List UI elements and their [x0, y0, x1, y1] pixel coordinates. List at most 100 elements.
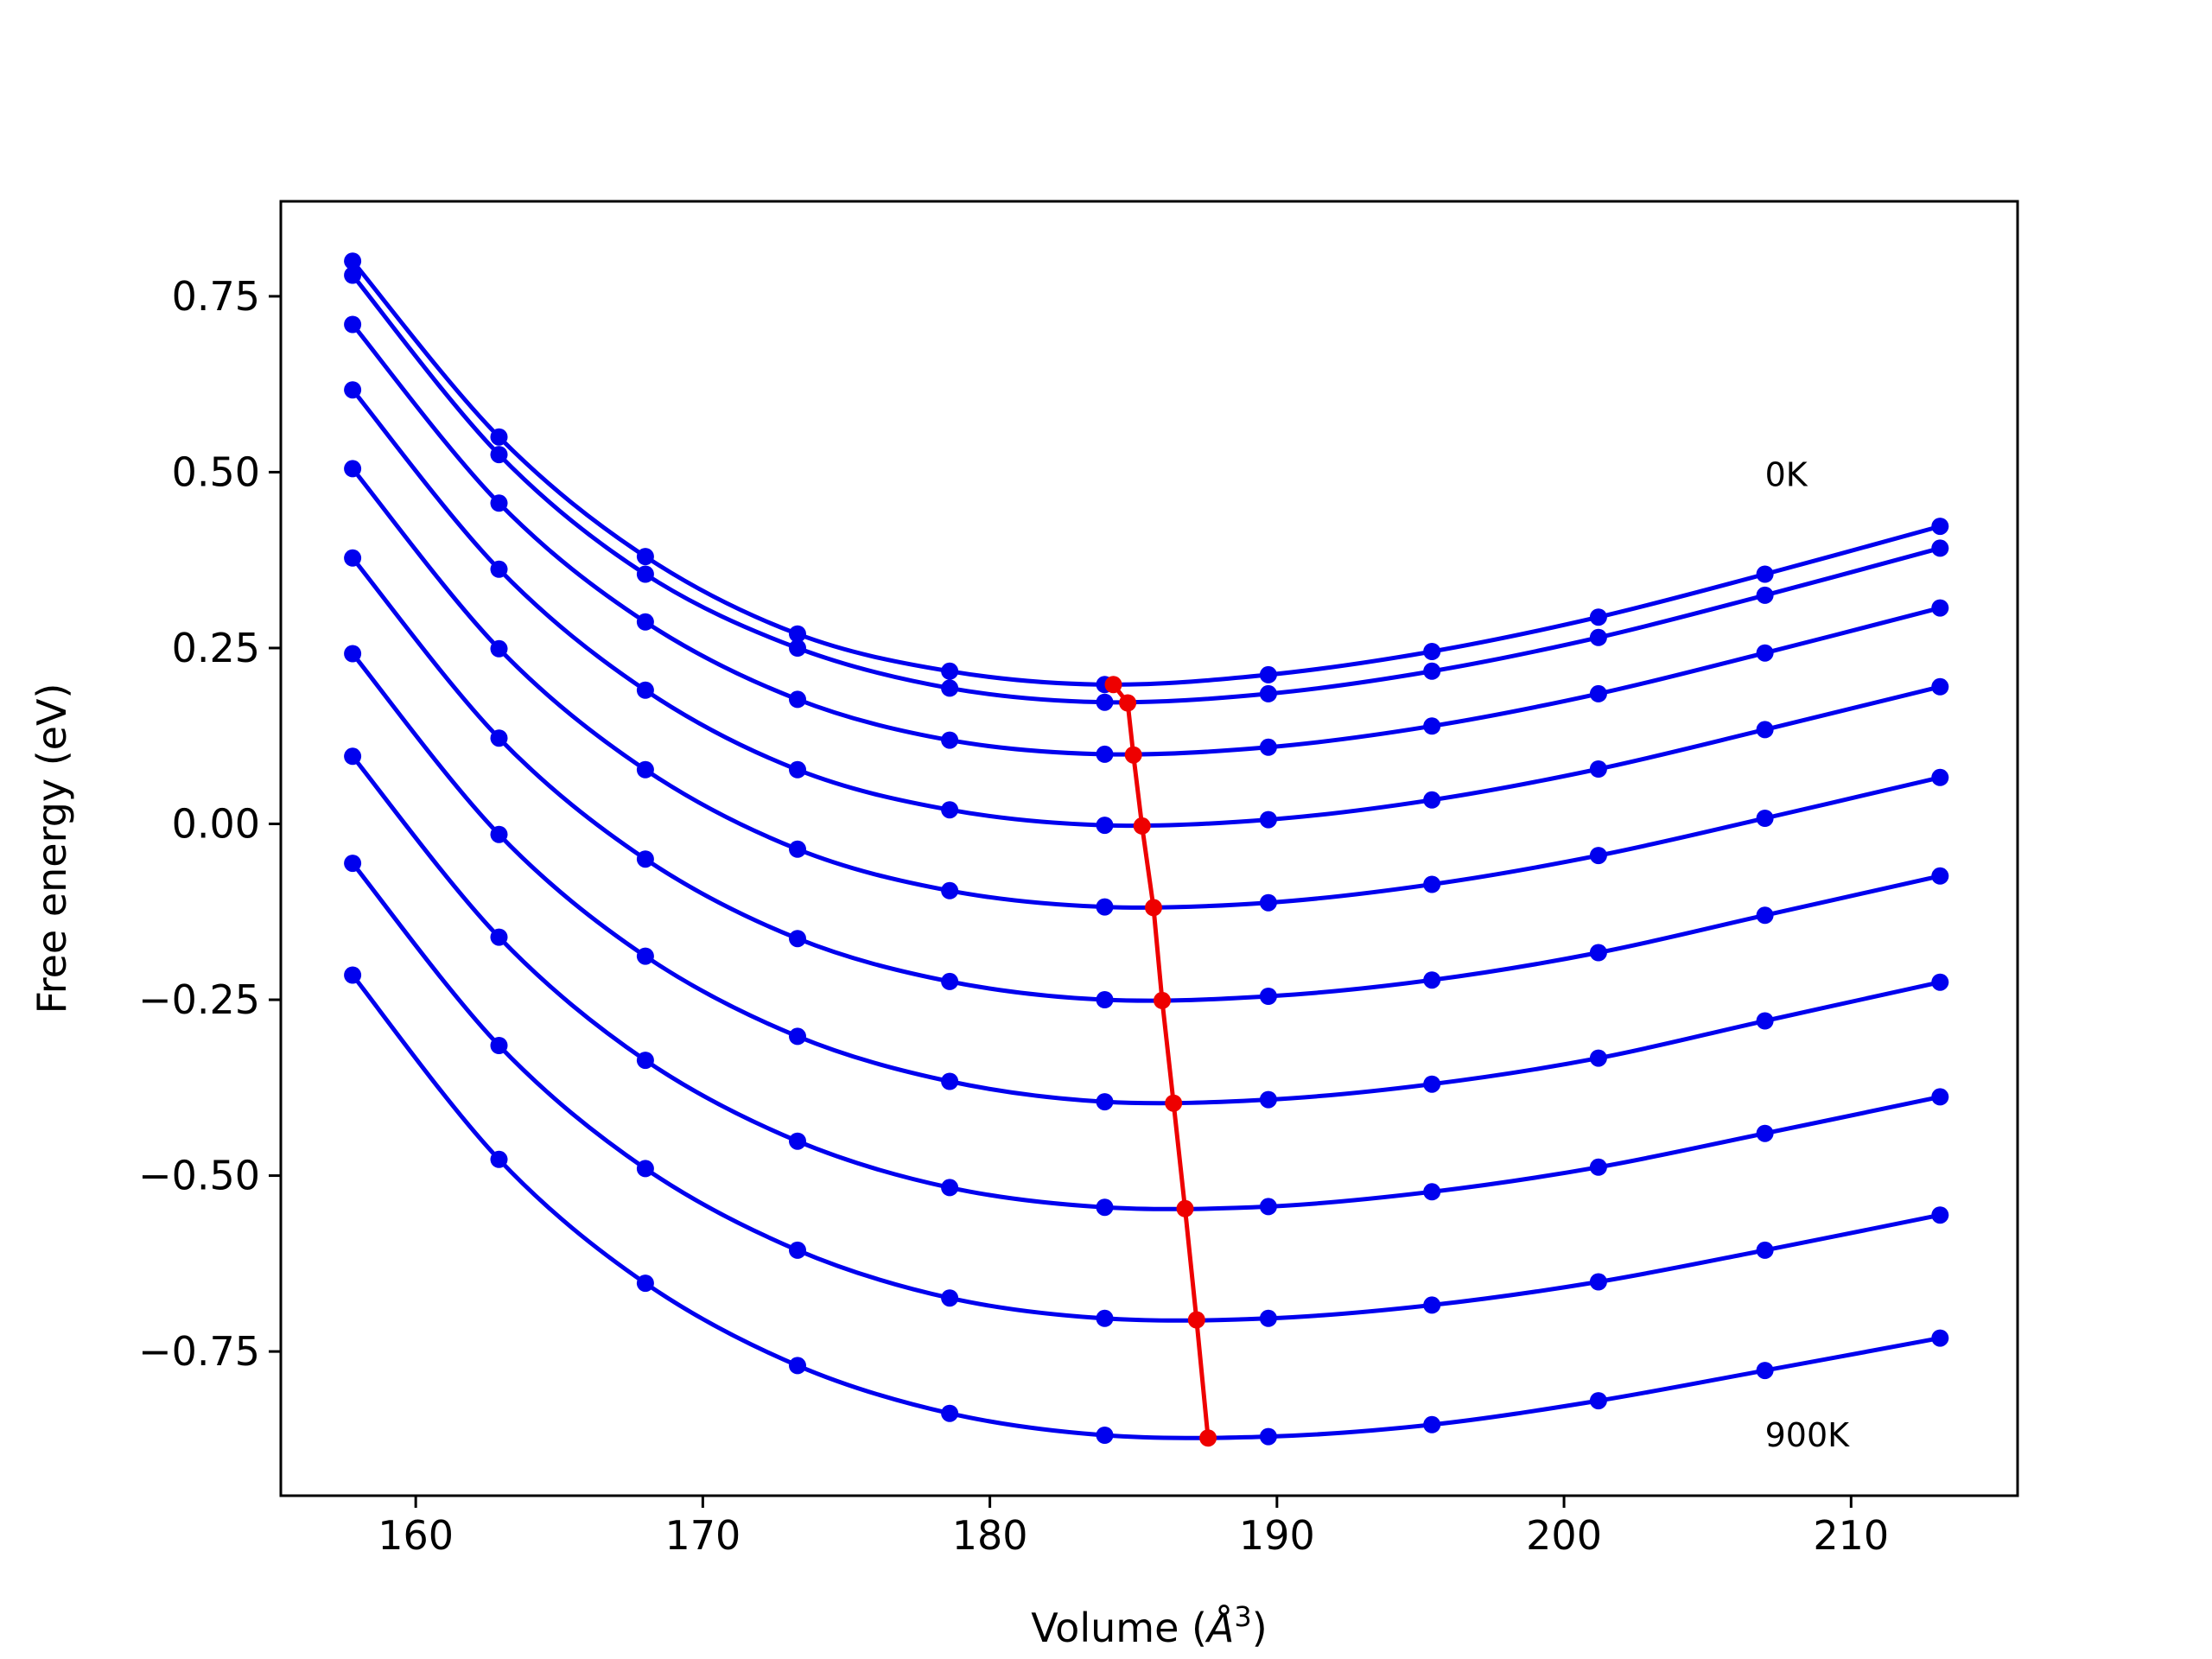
series-0-point-1	[490, 428, 508, 446]
series-5-point-7	[1423, 971, 1441, 989]
series-6-point-9	[1756, 1012, 1774, 1030]
series-6-point-6	[1259, 1090, 1277, 1109]
series-5-point-3	[789, 930, 806, 948]
series-3-point-10	[1931, 677, 1949, 696]
series-4-point-1	[490, 639, 508, 658]
series-6-point-7	[1423, 1075, 1441, 1093]
series-1-point-2	[636, 565, 654, 583]
y-tick-label-3: 0.00	[172, 801, 260, 848]
minimum-point-8	[1187, 1311, 1205, 1329]
series-2-point-4	[941, 731, 959, 749]
series-2-point-2	[636, 613, 654, 631]
series-1-point-5	[1096, 693, 1114, 711]
series-8-point-7	[1423, 1296, 1441, 1314]
series-0-point-8	[1589, 608, 1607, 626]
series-3-point-4	[941, 801, 959, 819]
series-6-point-5	[1096, 1093, 1114, 1111]
series-9-point-3	[789, 1357, 806, 1375]
plot-area: 0K 900K	[344, 252, 1949, 1454]
series-6-point-0	[344, 645, 362, 663]
series-4-point-4	[941, 881, 959, 899]
minimum-point-0	[1104, 676, 1122, 694]
series-6-point-2	[636, 947, 654, 965]
series-5-point-2	[636, 850, 654, 868]
y-tick-label-6: −0.75	[138, 1328, 260, 1375]
series-2-point-3	[789, 690, 806, 709]
series-2-point-0	[344, 315, 362, 334]
series-3-point-2	[636, 681, 654, 699]
series-0-point-0	[344, 252, 362, 270]
series-6-point-4	[941, 1072, 959, 1090]
axes-frame	[279, 200, 2019, 1497]
x-tick-label-0: 160	[378, 1512, 454, 1559]
series-0-point-3	[789, 625, 806, 643]
series-1-point-6	[1259, 684, 1277, 702]
series-5-point-5	[1096, 991, 1114, 1008]
series-8-point-4	[941, 1289, 959, 1307]
minimum-point-7	[1176, 1199, 1194, 1217]
series-6-point-8	[1589, 1049, 1607, 1067]
series-5-point-10	[1931, 867, 1949, 885]
series-4-point-8	[1589, 847, 1607, 865]
series-2-point-6	[1259, 738, 1277, 756]
y-tick-label-1: 0.50	[172, 448, 260, 495]
x-axis-label: Volume (Å3)	[1031, 1600, 1267, 1651]
series-7-point-3	[789, 1132, 806, 1150]
series-3-point-1	[490, 560, 508, 578]
series-8-point-2	[636, 1160, 654, 1178]
series-8-point-10	[1931, 1206, 1949, 1224]
series-7-point-9	[1756, 1124, 1774, 1142]
series-9-point-7	[1423, 1415, 1441, 1433]
series-7-point-10	[1931, 1088, 1949, 1106]
series-8-point-9	[1756, 1241, 1774, 1259]
series-9-point-9	[1756, 1362, 1774, 1380]
series-7-point-5	[1096, 1198, 1114, 1217]
series-0-point-2	[636, 548, 654, 566]
series-3-point-9	[1756, 721, 1774, 739]
y-tick-label-0: 0.75	[172, 273, 260, 320]
series-9-point-1	[490, 1150, 508, 1168]
series-2-point-8	[1589, 684, 1607, 702]
minimum-point-6	[1165, 1094, 1183, 1112]
series-1-point-3	[789, 639, 806, 657]
series-6-point-1	[490, 825, 508, 843]
series-1-point-9	[1756, 586, 1774, 604]
series-4-point-9	[1756, 810, 1774, 827]
series-5-point-4	[941, 972, 959, 990]
annotation-1: 900K	[1765, 1416, 1851, 1454]
series-8-point-6	[1259, 1309, 1277, 1327]
series-8-point-5	[1096, 1309, 1114, 1327]
series-8-point-1	[490, 1037, 508, 1054]
series-9-point-2	[636, 1274, 654, 1293]
series-1-point-8	[1589, 628, 1607, 646]
series-9-point-0	[344, 966, 362, 984]
x-tick-label-1: 170	[664, 1512, 741, 1559]
series-1-point-10	[1931, 539, 1949, 557]
series-8-point-3	[789, 1241, 806, 1259]
series-2-point-1	[490, 494, 508, 512]
series-9-point-10	[1931, 1329, 1949, 1347]
y-axis-label: Free energy (eV)	[29, 683, 75, 1014]
series-2-point-10	[1931, 599, 1949, 617]
y-tick-label-4: −0.25	[138, 976, 260, 1023]
series-7-point-8	[1589, 1158, 1607, 1176]
series-3-point-5	[1096, 817, 1114, 835]
series-3-point-7	[1423, 791, 1441, 809]
series-7-point-2	[636, 1052, 654, 1070]
axis-ticks: 160 170 180 190 200 210 0.75 0.50 0.25 0.00 −0.25 −…	[138, 273, 1889, 1559]
series-9-point-6	[1259, 1427, 1277, 1446]
series-2-point-9	[1756, 644, 1774, 662]
series-4-point-6	[1259, 893, 1277, 912]
x-tick-label-5: 210	[1813, 1512, 1889, 1559]
series-3-point-0	[344, 381, 362, 399]
minimum-point-9	[1199, 1429, 1217, 1447]
series-6-point-10	[1931, 973, 1949, 991]
x-tick-label-4: 200	[1526, 1512, 1602, 1559]
series-7-point-4	[941, 1179, 959, 1197]
y-tick-label-2: 0.25	[172, 625, 260, 671]
series-4-point-3	[789, 840, 806, 858]
series-8-point-0	[344, 855, 362, 873]
series-5-point-1	[490, 729, 508, 747]
series-2-point-7	[1423, 717, 1441, 735]
